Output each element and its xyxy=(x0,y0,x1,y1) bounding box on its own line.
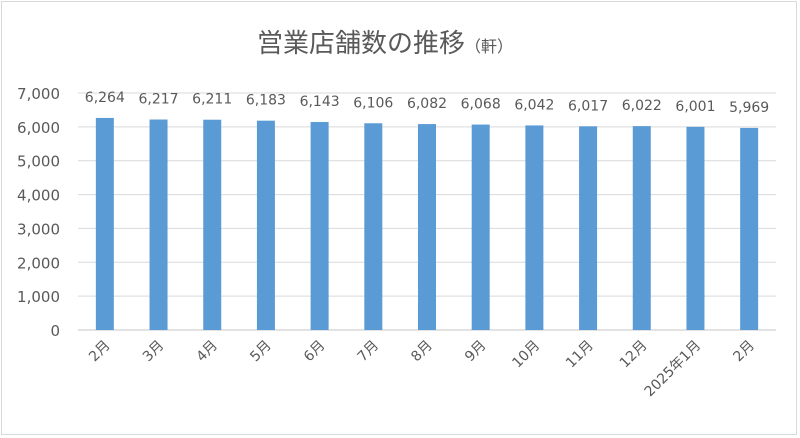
x-tick-label: 6月 xyxy=(301,338,329,366)
bar xyxy=(686,126,705,330)
y-tick-label: 5,000 xyxy=(17,153,60,171)
bar xyxy=(579,126,598,330)
x-tick-label: 7月 xyxy=(355,338,383,366)
data-label: 6,183 xyxy=(246,93,286,109)
data-label: 6,022 xyxy=(622,98,662,114)
x-tick-label: 8月 xyxy=(408,338,436,366)
chart-title: 営業店舗数の推移（軒） xyxy=(257,29,513,59)
bar xyxy=(740,127,759,331)
bar xyxy=(203,119,222,330)
y-tick-label: 3,000 xyxy=(17,220,60,238)
data-label: 6,264 xyxy=(85,90,125,106)
bar xyxy=(418,124,436,330)
y-tick-label: 1,000 xyxy=(17,288,60,306)
bar xyxy=(525,125,544,330)
x-tick-label: 3月 xyxy=(140,338,168,366)
x-tick-label: 9月 xyxy=(462,338,490,366)
x-tick-label: 2025年1月 xyxy=(642,338,705,401)
x-tick-label: 5月 xyxy=(247,338,275,366)
data-label: 6,106 xyxy=(353,95,393,111)
bar xyxy=(632,126,651,330)
data-label: 6,017 xyxy=(568,98,608,114)
y-tick-label: 4,000 xyxy=(17,187,60,205)
data-label: 6,211 xyxy=(192,92,232,108)
x-tick-label: 4月 xyxy=(194,338,222,366)
x-tick-label: 10月 xyxy=(509,338,543,372)
data-label: 6,068 xyxy=(461,97,501,113)
y-tick-label: 2,000 xyxy=(17,254,60,272)
x-tick-label: 11月 xyxy=(563,338,597,372)
x-tick-label: 2月 xyxy=(86,338,114,366)
bar xyxy=(256,120,275,330)
y-tick-label: 7,000 xyxy=(17,85,60,103)
data-label: 5,969 xyxy=(729,100,769,116)
bar xyxy=(149,119,168,331)
y-tick-label: 0 xyxy=(50,322,60,340)
data-label: 6,217 xyxy=(138,92,178,108)
data-label: 6,001 xyxy=(675,99,715,115)
bar xyxy=(310,122,329,331)
x-tick-label: 2月 xyxy=(730,338,758,366)
bar xyxy=(471,124,490,330)
data-label: 6,143 xyxy=(300,94,340,110)
bar xyxy=(95,117,114,330)
bar xyxy=(364,123,383,331)
x-tick-label: 12月 xyxy=(617,338,651,372)
data-label: 6,082 xyxy=(407,96,447,112)
y-tick-label: 6,000 xyxy=(17,119,60,137)
data-label: 6,042 xyxy=(514,97,554,113)
unit-label: （軒） xyxy=(465,37,513,56)
